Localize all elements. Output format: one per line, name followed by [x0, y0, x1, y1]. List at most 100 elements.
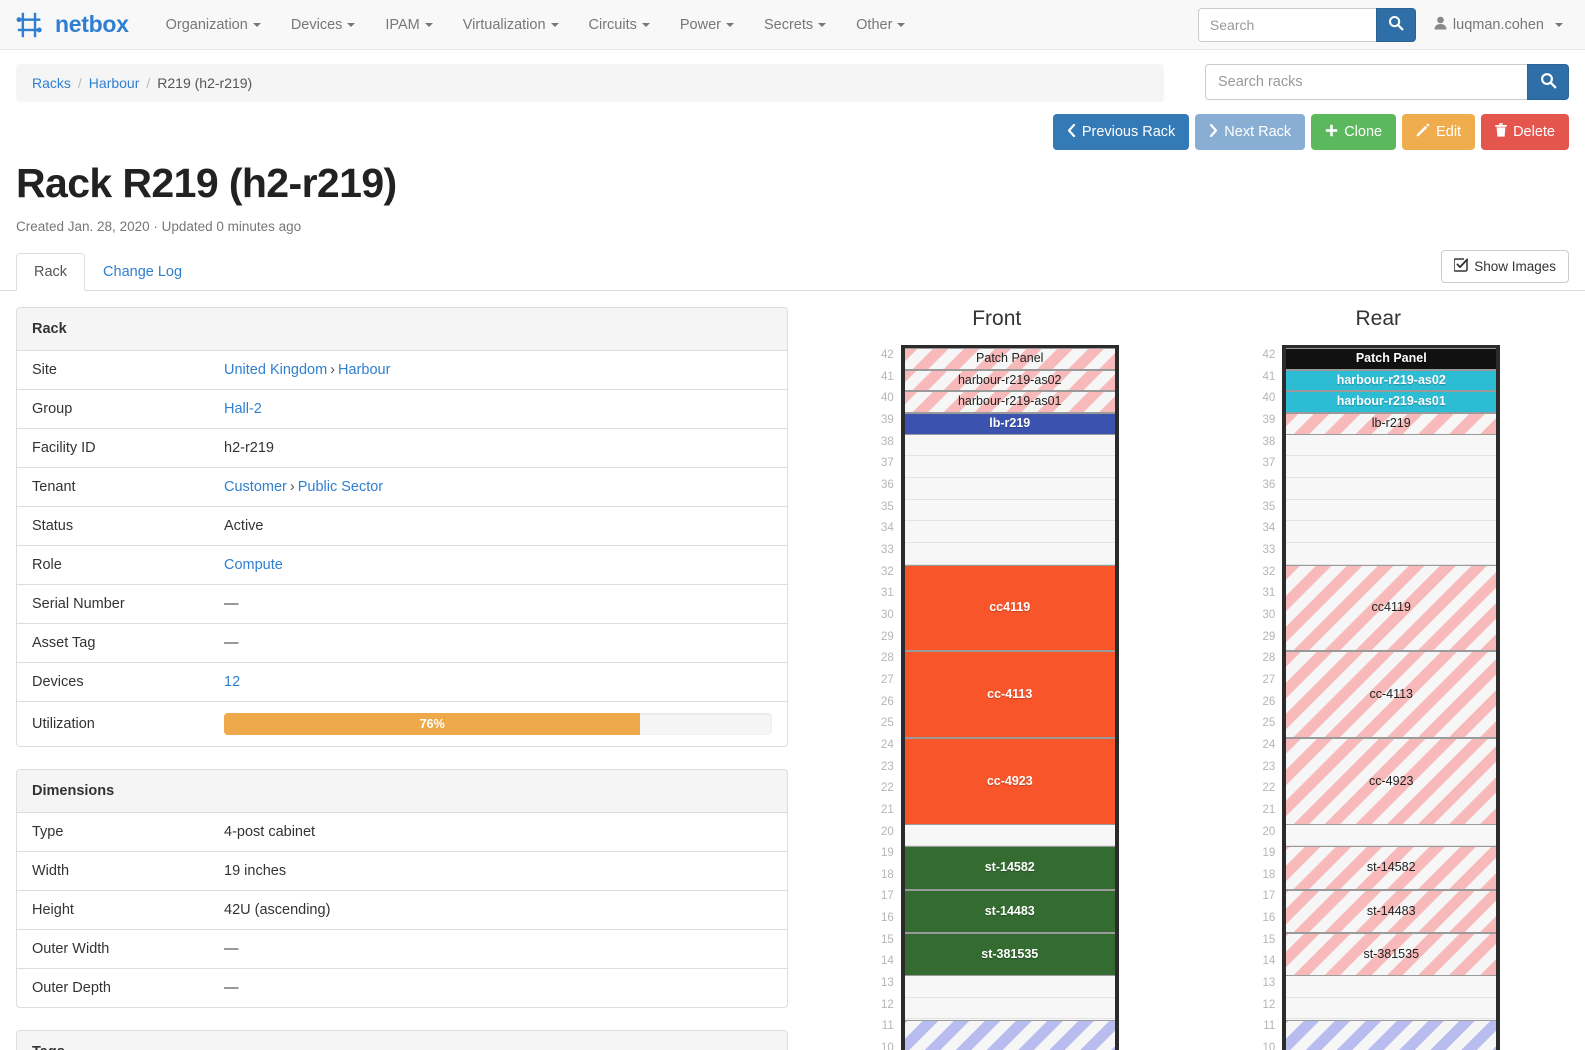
clone-button[interactable]: Clone	[1311, 114, 1397, 150]
chevron-down-icon	[550, 22, 559, 27]
nav-item-other[interactable]: Other	[841, 9, 920, 41]
rack-device[interactable]: st-381535	[904, 933, 1115, 977]
rack-device[interactable]: Patch Panel	[1286, 348, 1497, 370]
rack-device[interactable]: cc4119	[904, 564, 1115, 652]
table-row: Utilization 76%	[17, 702, 787, 747]
u-number-label: 32	[880, 565, 894, 578]
rack-device[interactable]: st-14483	[904, 889, 1115, 934]
netbox-brand-link[interactable]: netbox	[16, 10, 129, 40]
tenant-group-link[interactable]: Customer	[224, 479, 287, 495]
rack-device-label: st-14582	[1366, 860, 1416, 875]
previous-rack-button[interactable]: Previous Rack	[1052, 114, 1190, 150]
rack-device[interactable]: st-14582	[904, 846, 1115, 890]
u-number-label: 20	[880, 825, 894, 838]
rack-search-button[interactable]	[1527, 64, 1569, 100]
role-link[interactable]: Compute	[224, 557, 283, 573]
rack-device[interactable]: cc4119	[1286, 564, 1497, 652]
rack-unit-empty[interactable]	[904, 542, 1115, 565]
nav-item-virtualization[interactable]: Virtualization	[448, 9, 574, 41]
rack-device[interactable]: cc-4923	[904, 738, 1115, 825]
rack-device-unnamed[interactable]	[904, 1019, 1115, 1050]
global-search-button[interactable]	[1375, 7, 1416, 42]
rack-unit-empty[interactable]	[1286, 997, 1497, 1020]
rack-device-label: cc-4923	[986, 773, 1033, 788]
rack-device[interactable]: lb-r219	[904, 413, 1115, 435]
u-number-label: 15	[880, 933, 894, 946]
table-row: Group Hall-2	[17, 389, 787, 429]
u-number-label: 17	[1262, 890, 1276, 903]
rack-device-label: st-14483	[1366, 903, 1416, 918]
group-link[interactable]: Hall-2	[224, 401, 262, 417]
rack-device[interactable]: lb-r219	[1286, 413, 1497, 435]
nav-item-devices[interactable]: Devices	[276, 9, 371, 41]
rack-unit-empty[interactable]	[904, 997, 1115, 1020]
table-row: Role Compute	[17, 545, 787, 585]
page-title: Rack R219 (h2-r219)	[16, 160, 397, 206]
nav-item-organization[interactable]: Organization	[151, 9, 276, 41]
rack-device[interactable]: st-14582	[1286, 846, 1497, 890]
rack-unit-empty[interactable]	[1286, 521, 1497, 543]
rack-device[interactable]: st-14483	[1286, 889, 1497, 934]
tab-rack[interactable]: Rack	[16, 253, 86, 291]
tab-change-log[interactable]: Change Log	[103, 264, 183, 280]
u-number-label: 13	[1262, 977, 1276, 990]
rack-unit-empty[interactable]	[904, 434, 1115, 457]
user-menu[interactable]: luqman.cohen	[1434, 16, 1569, 34]
nav-item-power[interactable]: Power	[665, 9, 749, 41]
site-region-link[interactable]: United Kingdom	[224, 362, 328, 378]
page-meta: Created Jan. 28, 2020 · Updated 0 minute…	[16, 219, 302, 234]
next-rack-label: Next Rack	[1224, 124, 1292, 140]
rack-unit-empty[interactable]	[1286, 456, 1497, 478]
rack-device[interactable]: cc-4113	[1286, 651, 1497, 739]
edit-button[interactable]: Edit	[1402, 114, 1476, 150]
row-key: Height	[17, 890, 209, 930]
breadcrumb-racks-link[interactable]: Racks	[32, 75, 71, 91]
u-number-label: 40	[1262, 392, 1276, 405]
u-number-label: 30	[880, 608, 894, 621]
tenant-link[interactable]: Public Sector	[297, 479, 384, 495]
table-row: Type 4-post cabinet	[17, 813, 787, 852]
rack-unit-empty[interactable]	[904, 976, 1115, 998]
nav-item-ipam[interactable]: IPAM	[370, 9, 447, 41]
show-images-button[interactable]: Show Images	[1441, 250, 1569, 283]
rack-device[interactable]: harbour-r219-as01	[1286, 391, 1497, 413]
rack-unit-empty[interactable]	[904, 499, 1115, 522]
global-search-input[interactable]	[1197, 7, 1376, 42]
rack-device[interactable]: cc-4923	[1286, 738, 1497, 825]
u-number-label: 26	[1262, 695, 1276, 708]
rack-device[interactable]: harbour-r219-as02	[904, 369, 1115, 392]
u-number-label: 28	[880, 652, 894, 665]
rack-device[interactable]: cc-4113	[904, 651, 1115, 739]
site-link[interactable]: Harbour	[338, 362, 391, 378]
netbox-logo-icon	[16, 10, 46, 40]
rack-device[interactable]: harbour-r219-as02	[1286, 369, 1497, 392]
rack-unit-empty[interactable]	[904, 456, 1115, 478]
chevron-right-icon	[1209, 123, 1218, 141]
rack-search-input[interactable]	[1205, 64, 1527, 100]
u-number-label: 28	[1262, 652, 1276, 665]
rack-unit-empty[interactable]	[1286, 976, 1497, 998]
rack-unit-empty[interactable]	[1286, 542, 1497, 565]
rack-unit-empty[interactable]	[904, 824, 1115, 847]
delete-button[interactable]: Delete	[1481, 114, 1569, 150]
front-u-labels: 42 41 40 39 38 37 36 35 34 33 32 31 30 29 28 27 26 25 24 23…	[875, 345, 901, 1050]
rack-device-unnamed[interactable]	[1286, 1019, 1497, 1050]
rack-device-label: lb-r219	[1371, 415, 1411, 430]
rack-unit-empty[interactable]	[904, 477, 1115, 500]
rack-unit-empty[interactable]	[1286, 477, 1497, 500]
nav-item-secrets[interactable]: Secrets	[749, 9, 841, 41]
main-content: Rack Site United Kingdom › Harbour Group H…	[0, 291, 1585, 1050]
rack-unit-empty[interactable]	[1286, 499, 1497, 522]
rack-unit-empty[interactable]	[1286, 824, 1497, 847]
rack-device[interactable]: st-381535	[1286, 933, 1497, 977]
rack-device-label: harbour-r219-as02	[1336, 372, 1446, 387]
nav-item-circuits[interactable]: Circuits	[574, 9, 665, 41]
devices-count-link[interactable]: 12	[224, 674, 241, 690]
rack-device[interactable]: harbour-r219-as01	[904, 391, 1115, 413]
breadcrumb-site-link[interactable]: Harbour	[88, 75, 140, 91]
user-icon	[1434, 16, 1447, 34]
rack-device[interactable]: Patch Panel	[904, 348, 1115, 370]
next-rack-button[interactable]: Next Rack	[1195, 114, 1306, 150]
rack-unit-empty[interactable]	[904, 521, 1115, 543]
rack-unit-empty[interactable]	[1286, 434, 1497, 457]
